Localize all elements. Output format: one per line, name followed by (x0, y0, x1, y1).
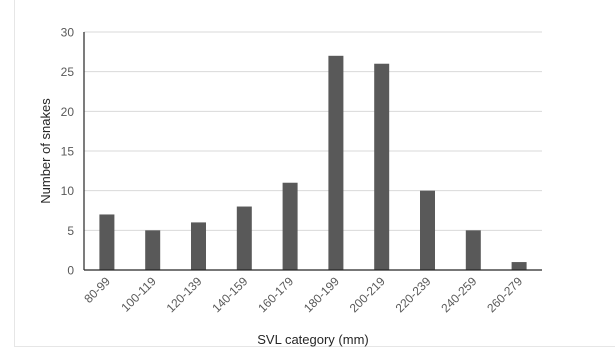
bar (282, 182, 298, 270)
bar (236, 206, 252, 270)
y-tick-label: 15 (61, 145, 75, 159)
x-tick-label: 80-99 (81, 274, 113, 306)
bar (191, 222, 206, 270)
x-tick-label: 100-119 (118, 274, 159, 315)
y-tick-label: 20 (61, 105, 75, 119)
x-tick-label: 120-139 (164, 274, 205, 315)
chart-frame (14, 0, 615, 347)
y-tick-label: 10 (61, 184, 75, 198)
x-tick-label: 220-239 (393, 274, 434, 315)
bar (145, 230, 161, 270)
y-tick-label: 5 (67, 224, 74, 238)
x-tick-label: 160-179 (255, 274, 296, 315)
y-tick-label: 25 (61, 65, 75, 79)
y-tick-label: 30 (61, 26, 75, 40)
x-tick-label: 180-199 (301, 274, 342, 315)
axes (83, 32, 542, 271)
y-tick-label: 0 (67, 264, 74, 278)
x-tick-labels: 80-99 100-119 120-139 140-159 160-179 180-199… (81, 274, 525, 315)
bar (511, 262, 527, 270)
x-axis-title: SVL category (mm) (257, 332, 369, 347)
y-tick-labels: 0 5 10 15 20 25 30 (61, 26, 75, 278)
x-tick-label: 260-279 (484, 274, 525, 315)
x-tick-label: 240-259 (438, 274, 479, 315)
gridlines (84, 31, 542, 231)
y-axis-title: Number of snakes (38, 98, 53, 204)
bar (420, 190, 435, 270)
bar (465, 230, 481, 270)
x-tick-label: 140-159 (209, 274, 250, 315)
bar (99, 214, 115, 270)
bar (328, 55, 344, 270)
bar (374, 63, 390, 270)
x-tick-label: 200-219 (347, 274, 388, 315)
bars (99, 55, 527, 270)
